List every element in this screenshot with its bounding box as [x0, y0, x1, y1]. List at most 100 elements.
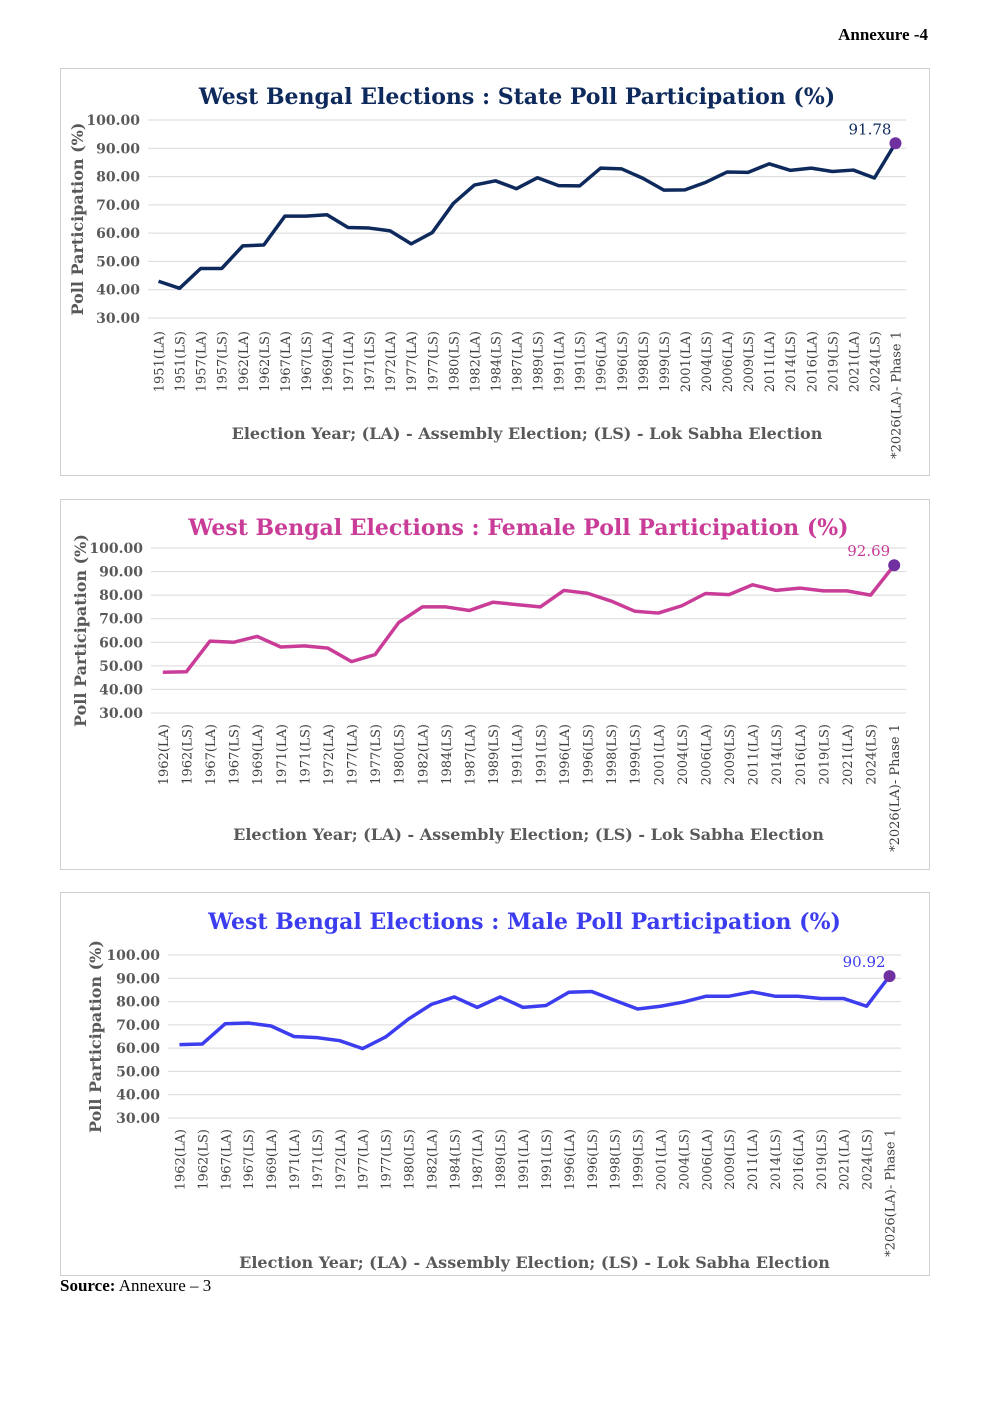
y-tick-label: 30.00 [116, 1111, 160, 1127]
x-tick-label: 2014(LS) [784, 331, 799, 392]
y-tick-label: 80.00 [99, 588, 143, 604]
y-tick-label: 60.00 [116, 1041, 160, 1057]
x-tick-label: 2004(LS) [676, 724, 691, 785]
x-tick-label: 1977(LA) [346, 724, 361, 785]
y-tick-label: 50.00 [116, 1064, 160, 1080]
x-tick-label: 1999(LS) [632, 1129, 647, 1190]
x-tick-label: 1969(LA) [265, 1129, 280, 1190]
x-tick-label: 2014(LS) [769, 1129, 784, 1190]
x-tick-label: 2021(LA) [838, 1129, 853, 1190]
y-tick-label: 50.00 [96, 254, 140, 270]
y-tick-label: 50.00 [99, 659, 143, 675]
x-tick-label: 1982(LA) [468, 331, 483, 392]
x-tick-label: 2009(LS) [723, 1129, 738, 1190]
x-tick-label: 1957(LS) [216, 331, 231, 392]
y-tick-label: 60.00 [96, 226, 140, 242]
x-tick-label: 2004(LS) [677, 1129, 692, 1190]
x-tick-label: 1977(LS) [380, 1129, 395, 1190]
y-tick-label: 40.00 [116, 1088, 160, 1104]
x-tick-label: 1967(LS) [228, 724, 243, 785]
x-tick-label: 1989(LS) [487, 724, 502, 785]
x-tick-label: 1987(LA) [464, 724, 479, 785]
chart-svg: West Bengal Elections : Male Poll Partic… [86, 909, 901, 1272]
chart-title: West Bengal Elections : Female Poll Part… [187, 515, 848, 541]
x-tick-label: 2016(LA) [792, 1129, 807, 1190]
x-tick-label: 2011(LA) [747, 724, 762, 785]
source-label: Source: [60, 1276, 116, 1295]
y-axis-label: Poll Participation (%) [71, 534, 90, 727]
x-tick-label: 2001(LA) [654, 1129, 669, 1190]
x-tick-label: 1987(LA) [471, 1129, 486, 1190]
state-chart: West Bengal Elections : State Poll Parti… [60, 68, 930, 476]
x-tick-label: 1991(LA) [517, 1129, 532, 1190]
x-tick-label: 2001(LA) [652, 724, 667, 785]
x-tick-label: 1989(LS) [494, 1129, 509, 1190]
x-tick-label: 2016(LA) [805, 331, 820, 392]
data-point [888, 559, 901, 572]
y-tick-label: 70.00 [96, 198, 140, 214]
x-tick-label: 1967(LS) [242, 1129, 257, 1190]
x-tick-label: 2021(LA) [847, 331, 862, 392]
y-tick-label: 100.00 [89, 541, 143, 557]
data-label-last: 91.78 [849, 120, 892, 138]
source-value: Annexure – 3 [118, 1276, 212, 1295]
chart-svg: West Bengal Elections : State Poll Parti… [68, 84, 906, 459]
y-tick-label: 60.00 [99, 635, 143, 651]
x-tick-label: 2006(LA) [700, 1129, 715, 1190]
y-tick-label: 100.00 [106, 948, 160, 964]
male-chart: West Bengal Elections : Male Poll Partic… [60, 892, 930, 1276]
data-point [883, 970, 896, 983]
chart-title: West Bengal Elections : Male Poll Partic… [207, 909, 841, 935]
x-tick-label: 2024(LS) [868, 331, 883, 392]
x-tick-label: 2009(LS) [723, 724, 738, 785]
x-tick-label: 1951(LA) [153, 331, 168, 392]
x-tick-label: 2019(LS) [817, 724, 832, 785]
x-tick-label: 1989(LS) [532, 331, 547, 392]
x-tick-label: *2026(LA)- Phase 1 [888, 724, 903, 852]
x-tick-label: 1991(LA) [511, 724, 526, 785]
x-tick-label: 1972(LA) [322, 724, 337, 785]
x-tick-label: *2026(LA)- Phase 1 [889, 331, 904, 459]
y-tick-label: 70.00 [99, 612, 143, 628]
x-tick-label: 1971(LS) [311, 1129, 326, 1190]
series-line [157, 142, 897, 291]
y-tick-label: 70.00 [116, 1018, 160, 1034]
x-tick-label: 2024(LS) [865, 724, 880, 785]
data-label-last: 90.92 [843, 953, 886, 971]
x-tick-label: 1967(LS) [300, 331, 315, 392]
x-tick-label: 1977(LS) [369, 724, 384, 785]
x-tick-label: 1984(LS) [489, 331, 504, 392]
x-tick-label: 1999(LS) [658, 331, 673, 392]
x-tick-label: 1987(LA) [510, 331, 525, 392]
x-tick-label: 2019(LS) [826, 331, 841, 392]
x-tick-label: *2026(LA)- Phase 1 [884, 1129, 899, 1257]
x-tick-label: 2024(LS) [861, 1129, 876, 1190]
chart-svg: West Bengal Elections : Female Poll Part… [71, 515, 906, 852]
y-tick-label: 40.00 [99, 682, 143, 698]
series-line [179, 975, 891, 1051]
x-tick-label: 1991(LS) [534, 724, 549, 785]
x-tick-label: 2004(LS) [700, 331, 715, 392]
y-tick-label: 100.00 [86, 113, 140, 129]
x-tick-label: 1996(LS) [616, 331, 631, 392]
x-tick-label: 1967(LA) [219, 1129, 234, 1190]
y-tick-label: 90.00 [116, 971, 160, 987]
x-tick-label: 1971(LS) [363, 331, 378, 392]
x-tick-label: 1991(LS) [574, 331, 589, 392]
x-tick-label: 1996(LA) [595, 331, 610, 392]
x-tick-label: 1996(LA) [563, 1129, 578, 1190]
x-tick-label: 1962(LS) [258, 331, 273, 392]
x-tick-label: 2021(LA) [841, 724, 856, 785]
x-tick-label: 2006(LA) [699, 724, 714, 785]
x-tick-label: 1962(LA) [157, 724, 172, 785]
x-tick-label: 1996(LS) [581, 724, 596, 785]
x-tick-label: 1962(LA) [173, 1129, 188, 1190]
x-tick-label: 1984(LS) [440, 724, 455, 785]
x-tick-label: 1972(LA) [384, 331, 399, 392]
x-tick-label: 1971(LS) [298, 724, 313, 785]
x-tick-label: 1969(LA) [251, 724, 266, 785]
x-tick-label: 1980(LS) [447, 331, 462, 392]
x-tick-label: 1998(LS) [609, 1129, 624, 1190]
y-tick-label: 80.00 [96, 170, 140, 186]
source-note: Source: Annexure – 3 [60, 1276, 211, 1296]
